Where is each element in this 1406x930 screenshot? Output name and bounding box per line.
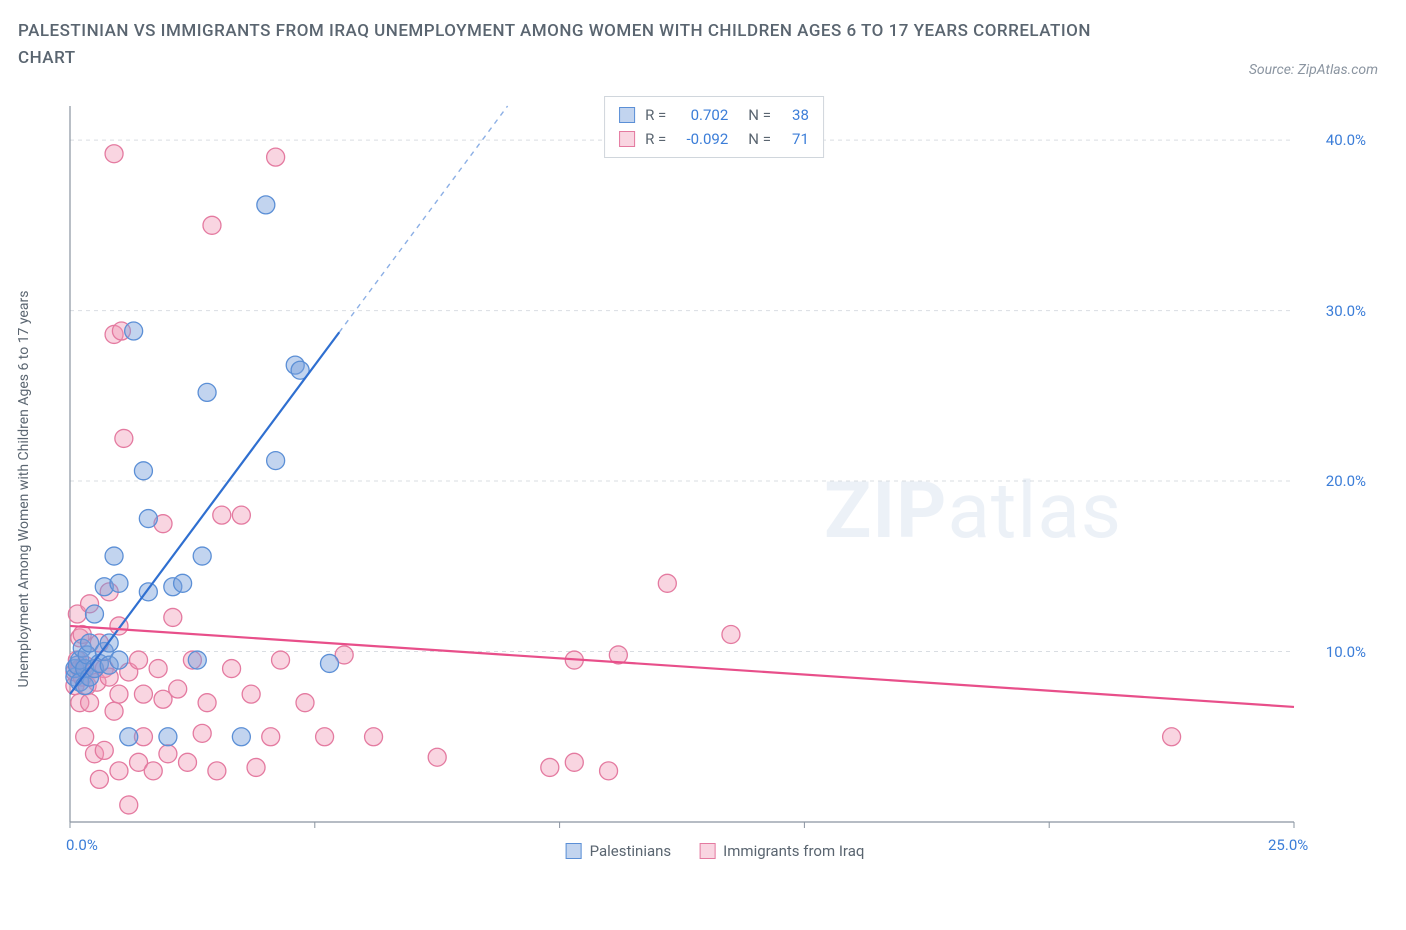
stat-row: R = 0.702 N = 38 (619, 103, 809, 127)
stat-n-value: 71 (781, 127, 809, 151)
legend-item: Palestinians (566, 842, 672, 860)
stat-n-value: 38 (781, 103, 809, 127)
legend-swatch (566, 843, 582, 859)
x-tick-label: 25.0% (1268, 836, 1308, 854)
stat-r-label: R = (645, 127, 666, 151)
legend-label: Palestinians (590, 842, 672, 860)
legend-item: Immigrants from Iraq (699, 842, 864, 860)
stat-n-label: N = (748, 127, 771, 151)
chart-area: Unemployment Among Women with Children A… (50, 96, 1380, 866)
legend-label: Immigrants from Iraq (723, 842, 864, 860)
y-axis-label: Unemployment Among Women with Children A… (16, 291, 32, 688)
legend-swatch (699, 843, 715, 859)
plot-svg (64, 96, 1364, 866)
y-tick-label: 40.0% (1326, 131, 1366, 149)
chart-title: PALESTINIAN VS IMMIGRANTS FROM IRAQ UNEM… (18, 18, 1138, 72)
stat-swatch (619, 131, 635, 147)
stat-row: R = -0.092 N = 71 (619, 127, 809, 151)
legend: Palestinians Immigrants from Iraq (566, 842, 865, 860)
stat-n-label: N = (748, 103, 771, 127)
x-tick-label: 0.0% (66, 836, 98, 854)
stat-r-value: -0.092 (676, 127, 728, 151)
scatter-plot: ZIPatlas R =0.702N =38R =-0.092N =71 10.… (64, 96, 1364, 866)
y-tick-label: 30.0% (1326, 302, 1366, 320)
stat-r-value: 0.702 (676, 103, 728, 127)
source-attribution: Source: ZipAtlas.com (1249, 62, 1378, 78)
y-tick-label: 20.0% (1326, 472, 1366, 490)
y-tick-label: 10.0% (1326, 643, 1366, 661)
stat-swatch (619, 107, 635, 123)
correlation-stat-box: R = 0.702 N = 38 R = -0.092 N = 71 (604, 96, 824, 158)
stat-r-label: R = (645, 103, 666, 127)
